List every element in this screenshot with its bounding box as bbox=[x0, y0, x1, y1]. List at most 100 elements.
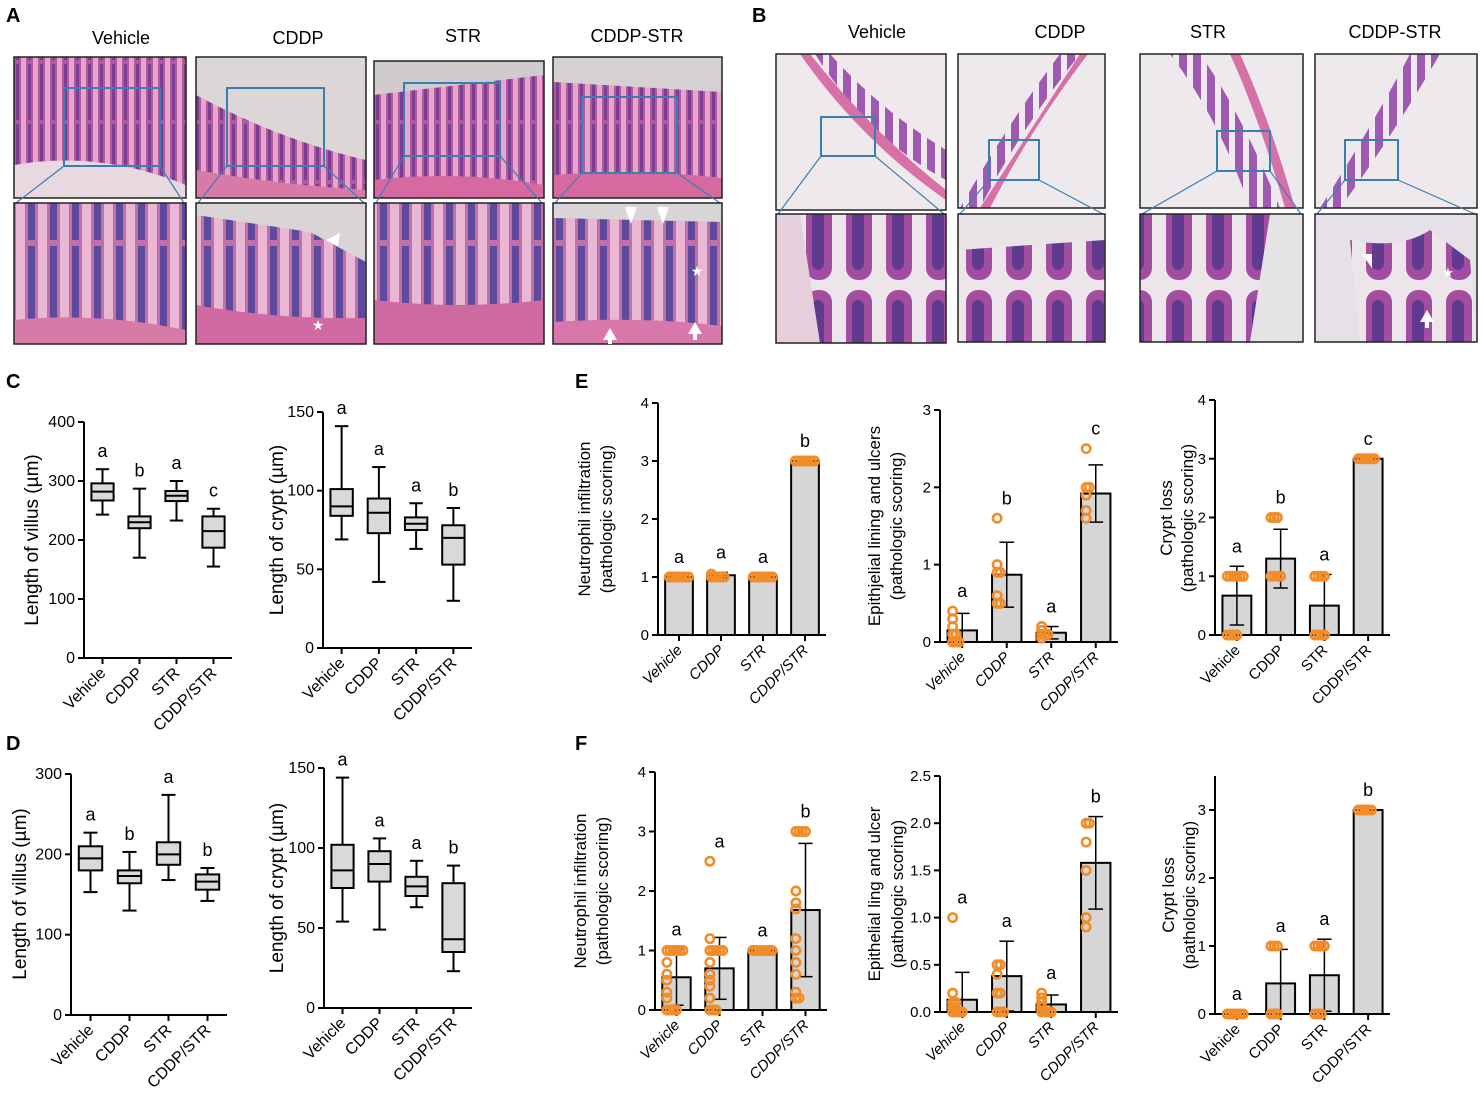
y-tick-label: 0.0 bbox=[910, 1004, 931, 1021]
y-tick-label: 1 bbox=[1198, 938, 1206, 955]
panel-a-title-cddp-str: CDDP-STR bbox=[591, 26, 684, 46]
data-point-cddp bbox=[991, 968, 1003, 980]
panel-b-title-str: STR bbox=[1190, 22, 1226, 42]
x-label-vehicle: Vehicle bbox=[300, 655, 349, 704]
data-point-cddp bbox=[994, 597, 1006, 609]
significance-letter-str: a bbox=[411, 475, 422, 495]
data-point-cddp bbox=[704, 968, 716, 980]
data-point-vehicle bbox=[670, 571, 682, 583]
data-point-cddp-str bbox=[790, 944, 802, 956]
data-point-str bbox=[1318, 570, 1330, 582]
x-label-vehicle: Vehicle bbox=[61, 665, 110, 714]
arrowhead-icon bbox=[326, 233, 340, 246]
x-label-cddp: CDDP bbox=[92, 1022, 136, 1066]
micrograph-a-cddp-str-zoom: ★ bbox=[552, 202, 723, 345]
significance-letter-cddp-str: b bbox=[202, 840, 212, 860]
panel-letter-e: E bbox=[575, 371, 588, 393]
y-tick-label: 2 bbox=[1198, 510, 1206, 527]
panel-letter-b: B bbox=[752, 5, 766, 27]
micrograph-a-str bbox=[373, 60, 545, 199]
data-point-cddp bbox=[994, 566, 1006, 578]
y-tick-label: 1 bbox=[641, 569, 649, 586]
x-label-vehicle: Vehicle bbox=[1197, 642, 1243, 688]
y-tick-label: 0 bbox=[306, 1000, 315, 1017]
significance-letter-str: a bbox=[1046, 597, 1057, 617]
significance-letter-str: a bbox=[757, 921, 768, 941]
data-point-vehicle bbox=[947, 987, 959, 999]
x-label-vehicle: Vehicle bbox=[49, 1022, 98, 1071]
x-label-str: STR bbox=[736, 1017, 769, 1050]
y-tick-label: 200 bbox=[35, 846, 62, 863]
data-point-str bbox=[1318, 940, 1330, 952]
x-label-vehicle: Vehicle bbox=[923, 649, 969, 695]
y-axis-label-sub: (pathologic scoring) bbox=[597, 445, 616, 593]
y-tick-label: 2 bbox=[923, 479, 931, 496]
box-cddp-str bbox=[441, 524, 466, 566]
y-tick-label: 400 bbox=[48, 414, 75, 431]
y-tick-label: 100 bbox=[288, 840, 315, 857]
y-tick-label: 2 bbox=[641, 511, 649, 528]
data-point-cddp bbox=[704, 855, 716, 867]
data-point-cddp bbox=[1271, 940, 1283, 952]
arrowhead-icon bbox=[625, 207, 637, 224]
bar-cddp bbox=[706, 574, 736, 637]
y-tick-label: 0 bbox=[305, 640, 314, 657]
significance-letter-cddp: b bbox=[124, 824, 134, 844]
panel-a-zoom-lines bbox=[15, 155, 721, 204]
data-point-vehicle bbox=[947, 912, 959, 924]
panel-a-title-vehicle: Vehicle bbox=[92, 28, 150, 48]
y-tick-label: 1 bbox=[1198, 568, 1206, 585]
data-point-cddp bbox=[704, 974, 716, 986]
y-tick-label: 3 bbox=[641, 453, 649, 470]
chart-c-villus-length: 0 100 200 300 400 Length of villus (µm) Vehicl… bbox=[22, 414, 232, 735]
x-label-cddp: CDDP bbox=[971, 1019, 1013, 1061]
significance-letter-vehicle: a bbox=[97, 441, 108, 461]
significance-letter-cddp: a bbox=[1002, 911, 1013, 931]
y-tick-label: 2 bbox=[638, 883, 646, 900]
y-axis-label: Neutrophil infiltration bbox=[575, 442, 594, 597]
data-point-cddp-str bbox=[790, 897, 802, 909]
y-tick-label: 1 bbox=[923, 557, 931, 574]
significance-letter-vehicle: a bbox=[957, 888, 968, 908]
significance-letter-vehicle: a bbox=[337, 750, 348, 770]
micrograph-a-cddp bbox=[195, 56, 367, 199]
x-label-cddp: CDDP bbox=[1245, 1021, 1287, 1063]
panel-letter-d: D bbox=[6, 733, 20, 755]
micrograph-b-vehicle bbox=[775, 53, 947, 211]
y-axis-label: Neutrophil infiltration bbox=[571, 814, 590, 969]
data-point-vehicle bbox=[1237, 570, 1249, 582]
significance-letter-cddp-str: c bbox=[1364, 429, 1373, 449]
y-tick-label: 0 bbox=[53, 1007, 62, 1024]
chart-e-epithelial-lining-ulcers: 0 1 2 3 Epithjelial lining and ulcers (pathol… bbox=[865, 402, 1118, 715]
y-tick-label: 2.0 bbox=[910, 815, 931, 832]
significance-letter-cddp-str: b bbox=[800, 431, 810, 451]
significance-letter-cddp-str: b bbox=[800, 802, 810, 822]
micrograph-a-vehicle bbox=[13, 56, 187, 199]
panel-a-title-cddp: CDDP bbox=[272, 28, 323, 48]
y-axis-label: Length of villus (µm) bbox=[10, 808, 31, 979]
y-tick-label: 4 bbox=[638, 764, 646, 781]
y-axis-label: Crypt loss bbox=[1159, 857, 1178, 933]
data-point-vehicle bbox=[677, 944, 689, 956]
data-point-str bbox=[1318, 629, 1330, 641]
star-icon: ★ bbox=[1442, 265, 1454, 280]
y-tick-label: 2 bbox=[1198, 870, 1206, 887]
x-label-vehicle: Vehicle bbox=[923, 1019, 969, 1065]
data-point-cddp bbox=[1271, 511, 1283, 523]
data-point-vehicle bbox=[956, 1006, 968, 1018]
significance-letter-cddp: a bbox=[374, 439, 385, 459]
chart-c-crypt-length: 0 50 100 150 Length of crypt (µm) VehicleCDDP… bbox=[267, 398, 472, 725]
data-point-cddp bbox=[1271, 1008, 1283, 1020]
data-point-vehicle bbox=[683, 571, 695, 583]
significance-letter-cddp: a bbox=[1276, 916, 1287, 936]
x-label-cddp: CDDP bbox=[342, 655, 386, 699]
y-tick-label: 0 bbox=[641, 627, 649, 644]
data-point-cddp-str bbox=[790, 903, 802, 915]
star-icon: ★ bbox=[691, 263, 704, 279]
bar-cddp-str bbox=[790, 460, 820, 636]
significance-letter-cddp-str: b bbox=[1363, 780, 1373, 800]
significance-letter-cddp-str: b bbox=[448, 480, 458, 500]
data-point-str bbox=[1036, 632, 1048, 644]
panel-letter-c: C bbox=[6, 371, 20, 393]
data-point-cddp bbox=[991, 512, 1003, 524]
